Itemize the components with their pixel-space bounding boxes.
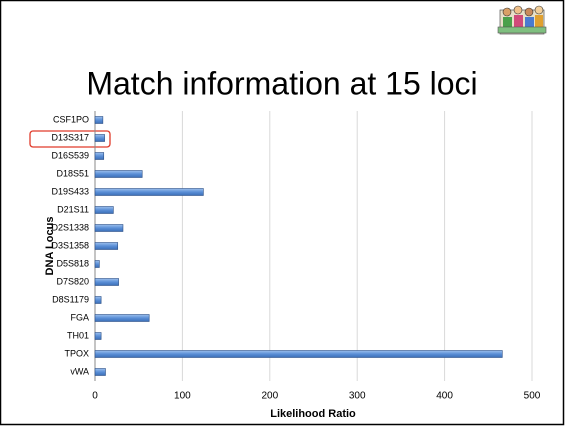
clip-art (498, 6, 546, 34)
y-tick-label: D21S11 (57, 204, 89, 214)
x-tick-label: 200 (261, 391, 278, 402)
bar (95, 315, 149, 322)
x-tick-label: 400 (436, 391, 453, 402)
x-axis-title: Likelihood Ratio (270, 408, 356, 420)
y-tick-label: D5S818 (56, 258, 89, 268)
y-tick-label: CSF1PO (53, 114, 89, 124)
bar (95, 369, 105, 376)
y-tick-label: D2S1338 (51, 222, 89, 232)
y-tick-label: TPOX (64, 348, 89, 358)
y-tick-label: D3S1358 (51, 240, 89, 250)
slide: Match information at 15 loci DNA Locus L… (0, 0, 565, 426)
x-tick-label: 500 (524, 391, 541, 402)
bar (95, 135, 105, 142)
y-tick-label: TH01 (67, 330, 89, 340)
bar (95, 243, 118, 250)
bar (95, 225, 123, 232)
x-tick-label: 300 (349, 391, 366, 402)
bar (95, 333, 101, 340)
page: {"chart_data": {"type": "bar", "orientat… (0, 0, 565, 426)
bar (95, 189, 203, 196)
y-tick-label: D13S317 (51, 132, 89, 142)
y-tick-label: D8S1179 (52, 294, 89, 304)
bar (95, 207, 113, 214)
chart-title: Match information at 15 loci (86, 65, 477, 101)
y-tick-label: D16S539 (51, 150, 89, 160)
bar (95, 279, 119, 286)
bar (95, 261, 99, 268)
y-tick-label: D19S433 (51, 186, 89, 196)
y-tick-label: vWA (70, 366, 89, 376)
bar (95, 297, 101, 304)
x-tick-label: 0 (92, 391, 98, 402)
x-tick-label: 100 (174, 391, 191, 402)
bar (95, 351, 502, 358)
bar (95, 153, 104, 160)
bar (95, 117, 103, 124)
y-tick-label: FGA (70, 312, 89, 322)
bar (95, 171, 142, 178)
y-tick-label: D18S51 (56, 168, 89, 178)
y-tick-label: D7S820 (56, 276, 89, 286)
